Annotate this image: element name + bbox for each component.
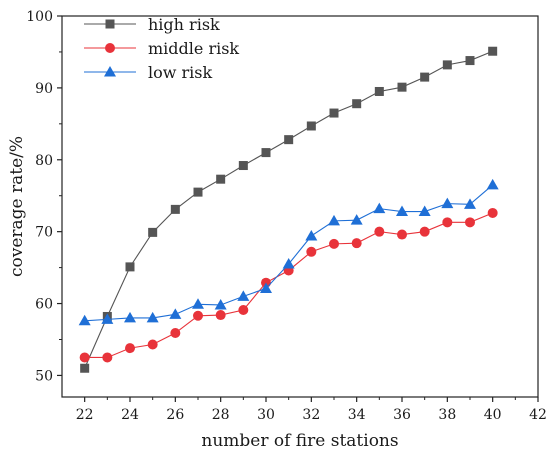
y-tick-label: 50	[35, 368, 53, 384]
data-point-low-risk	[78, 314, 91, 326]
series-line-low-risk	[84, 184, 494, 322]
data-point-high-risk	[284, 135, 294, 145]
plot-marks	[78, 46, 499, 373]
data-point-low-risk	[373, 202, 386, 214]
data-point-middle-risk	[374, 226, 385, 237]
data-point-middle-risk	[215, 310, 226, 321]
data-point-high-risk	[148, 227, 158, 237]
data-point-low-risk	[282, 258, 295, 269]
x-tick-label: 40	[484, 407, 502, 423]
x-tick-label: 38	[438, 407, 456, 423]
x-tick-label: 26	[166, 407, 184, 423]
legend-label: high risk	[148, 15, 220, 34]
data-point-middle-risk	[397, 229, 407, 240]
data-point-high-risk	[397, 82, 407, 92]
data-point-high-risk	[352, 99, 362, 109]
data-point-low-risk	[192, 298, 204, 309]
data-point-middle-risk	[419, 226, 430, 237]
data-point-low-risk	[146, 311, 159, 323]
y-tick-label: 90	[35, 81, 53, 97]
data-point-high-risk	[261, 148, 271, 158]
x-tick-label: 22	[76, 407, 94, 423]
data-point-middle-risk	[442, 217, 453, 228]
data-point-low-risk	[350, 214, 363, 225]
axes: 22 24 26 28 30 32 34 36 38 40 42 50 60 70 80 90 100	[26, 9, 547, 423]
data-point-high-risk	[170, 204, 180, 214]
data-point-high-risk	[374, 86, 384, 96]
data-point-low-risk	[328, 214, 340, 226]
data-point-low-risk	[169, 308, 182, 319]
data-point-high-risk	[216, 174, 226, 184]
x-axis-title: number of fire stations	[201, 431, 398, 451]
y-tick-label: 70	[35, 225, 53, 241]
data-point-low-risk	[396, 205, 408, 217]
data-point-middle-risk	[193, 310, 203, 321]
x-tick-label: 24	[121, 407, 139, 423]
x-tick-label: 28	[212, 407, 230, 423]
x-tick-label: 36	[393, 407, 411, 423]
data-point-high-risk	[442, 60, 452, 70]
data-point-low-risk	[101, 313, 114, 324]
data-point-low-risk	[486, 178, 499, 190]
legend-item-high-risk: high risk	[84, 15, 220, 34]
data-point-middle-risk	[465, 217, 475, 228]
data-point-low-risk	[237, 290, 250, 301]
data-point-middle-risk	[487, 207, 498, 218]
series-middle-risk	[79, 207, 498, 363]
plot-frame	[61, 15, 539, 398]
y-tick-label: 60	[35, 297, 53, 313]
data-point-middle-risk	[170, 328, 181, 339]
x-tick-label: 34	[348, 407, 366, 423]
data-point-low-risk	[260, 282, 272, 293]
data-point-middle-risk	[351, 238, 362, 249]
data-point-middle-risk	[147, 339, 158, 350]
series-line-middle-risk	[84, 212, 493, 359]
data-point-high-risk	[465, 56, 475, 66]
legend-marker	[105, 43, 115, 53]
data-point-high-risk	[80, 363, 90, 373]
data-point-high-risk	[125, 262, 135, 272]
data-point-high-risk	[306, 121, 316, 131]
data-point-high-risk	[329, 108, 339, 118]
series-high-risk	[80, 46, 498, 373]
x-tick-label: 30	[257, 407, 275, 423]
legend-label: low risk	[148, 63, 213, 82]
legend-marker	[105, 19, 115, 29]
y-axis-title: coverage rate/%	[7, 136, 27, 277]
legend: high risk middle risk low risk	[84, 15, 239, 82]
data-point-middle-risk	[306, 246, 317, 257]
y-tick-label: 80	[35, 153, 53, 169]
data-point-low-risk	[418, 205, 431, 217]
data-point-low-risk	[305, 229, 318, 241]
legend-marker	[104, 66, 116, 77]
data-point-low-risk	[214, 298, 227, 310]
data-point-middle-risk	[329, 238, 339, 249]
data-point-middle-risk	[125, 343, 135, 354]
legend-item-low-risk: low risk	[84, 63, 213, 82]
y-tick-label: 100	[26, 9, 53, 25]
data-point-high-risk	[488, 46, 498, 56]
x-tick-label: 42	[529, 407, 547, 423]
data-point-middle-risk	[79, 352, 90, 363]
legend-item-middle-risk: middle risk	[84, 39, 239, 58]
data-point-high-risk	[238, 161, 248, 171]
legend-label: middle risk	[148, 39, 239, 58]
data-point-middle-risk	[238, 305, 249, 316]
x-tick-label: 32	[302, 407, 320, 423]
data-point-high-risk	[193, 187, 203, 197]
data-point-low-risk	[464, 198, 476, 209]
data-point-low-risk	[124, 311, 136, 323]
series-low-risk	[78, 178, 499, 326]
data-point-low-risk	[441, 197, 454, 209]
data-point-high-risk	[420, 72, 430, 82]
data-point-middle-risk	[102, 352, 113, 363]
